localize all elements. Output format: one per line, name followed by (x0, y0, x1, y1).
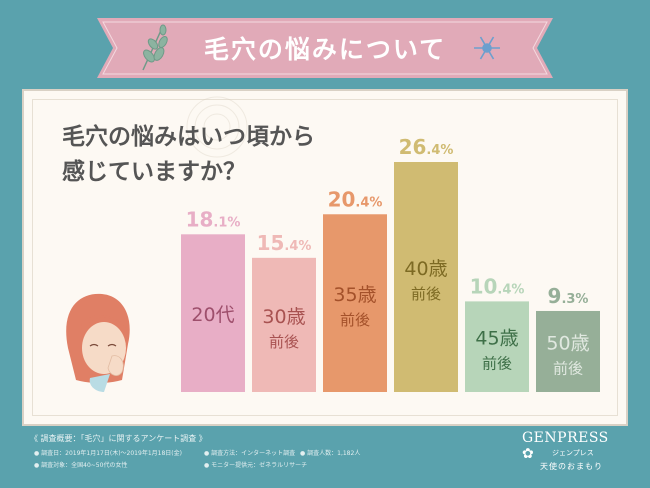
survey-target: ● 調査対象：全国40~50代の女性 (34, 462, 128, 469)
category-label: 50歳 (546, 332, 589, 354)
category-label: 前後 (269, 333, 299, 351)
question-text: 毛穴の悩みはいつ頃から 感じていますか？ (62, 124, 315, 185)
category-label: 40歳 (404, 258, 447, 280)
value-label: 15.4% (257, 231, 312, 255)
category-label: 45歳 (475, 328, 518, 350)
category-label: 30歳 (262, 306, 305, 328)
title-banner: 毛穴の悩みについて (97, 18, 553, 78)
category-label: 35歳 (333, 284, 376, 306)
woman-illustration (66, 293, 130, 392)
survey-provider: ● モニター提供元：ゼネラルリサーチ (204, 462, 308, 469)
survey-date: ● 調査日：2019年1月17日(木)～2019年1月18日(金) (34, 450, 182, 457)
bar (394, 162, 458, 392)
value-label: 26.4% (399, 135, 454, 159)
value-label: 9.3% (548, 284, 589, 308)
survey-method: ● 調査方法：インターネット調査 (204, 450, 296, 457)
category-label: 前後 (553, 359, 583, 377)
bar (536, 310, 600, 392)
brand-tagline: 天使のおまもり (540, 462, 603, 471)
value-label: 18.1% (186, 207, 241, 231)
survey-title: 《 調査概要：「毛穴」に関するアンケート調査 》 (30, 434, 207, 443)
value-label: 10.4% (470, 274, 525, 298)
category-label: 前後 (411, 285, 441, 303)
flower-icon (186, 96, 248, 158)
value-label: 20.4% (328, 187, 383, 211)
category-label: 前後 (482, 355, 512, 373)
category-label: 前後 (340, 311, 370, 329)
banner-title: 毛穴の悩みについて (203, 35, 447, 64)
bar (181, 234, 245, 392)
bar (252, 257, 316, 392)
brand-kana: ジェンプレス (552, 449, 594, 457)
category-label: 20代 (191, 304, 234, 326)
flower-icon: ✿ (522, 446, 535, 462)
bar (323, 214, 387, 392)
snowflake-icon (474, 36, 500, 60)
floral-decoration (186, 96, 248, 158)
bar (465, 301, 529, 392)
brand-logo: GENPRESS ✿ (522, 430, 609, 462)
banner-ribbon (97, 18, 553, 78)
leaf-icon (142, 24, 168, 71)
survey-count: ● 調査人数：1,182人 (300, 450, 361, 457)
